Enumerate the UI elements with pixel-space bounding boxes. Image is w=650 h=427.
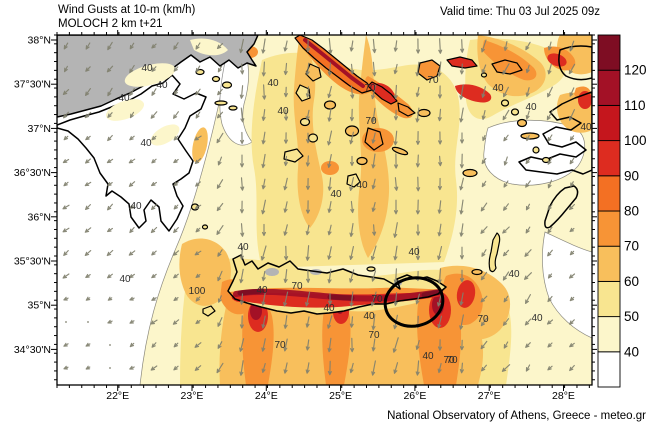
contour-label: 40 bbox=[508, 269, 520, 280]
karpathos-island bbox=[488, 232, 501, 273]
colorbar-segment bbox=[597, 140, 621, 177]
land-turkey bbox=[518, 45, 592, 175]
colorbar-tick-label: 40 bbox=[624, 344, 639, 359]
gust-field-60 bbox=[179, 35, 592, 385]
y-tick-label: 35°N bbox=[28, 300, 51, 312]
y-tick-label: 37°N bbox=[28, 123, 51, 135]
contour-label: 40 bbox=[531, 313, 543, 324]
colorbar-tick-label: 100 bbox=[624, 133, 647, 148]
colorbar-tick-label: 120 bbox=[624, 63, 647, 78]
x-tick-label: 23°E bbox=[181, 390, 204, 402]
x-tick-label: 22°E bbox=[106, 390, 129, 402]
contour-label: 70 bbox=[446, 355, 458, 366]
contour-label: 100 bbox=[189, 286, 206, 297]
contour-label: 70 bbox=[443, 355, 455, 366]
contour-label: 40 bbox=[323, 303, 335, 314]
contour-label: 40 bbox=[422, 351, 434, 362]
contour-label: 40 bbox=[408, 247, 420, 258]
colorbar-segment bbox=[597, 175, 621, 212]
contour-label: 40 bbox=[237, 242, 249, 253]
contour-label: 40 bbox=[267, 78, 279, 89]
rhodes-island bbox=[544, 185, 579, 229]
contour-label: 40 bbox=[277, 106, 289, 117]
x-tick-label: 28°E bbox=[552, 390, 575, 402]
x-tick-label: 24°E bbox=[255, 390, 278, 402]
colorbar-segment bbox=[597, 69, 621, 106]
contour-label: 70 bbox=[477, 314, 489, 325]
contour-label: 40 bbox=[156, 80, 168, 91]
x-axis-labels: 22°E 23°E 24°E 25°E 26°E 27°E 28°E bbox=[106, 390, 575, 402]
annotation-ellipse bbox=[383, 276, 445, 328]
contour-label: 40 bbox=[256, 285, 268, 296]
contour-label: 70 bbox=[371, 294, 383, 305]
x-tick-label: 27°E bbox=[478, 390, 501, 402]
axis-ticks bbox=[51, 30, 597, 391]
y-tick-label: 38°N bbox=[28, 35, 51, 47]
contour-label: 70 bbox=[274, 340, 286, 351]
colorbar-labels: 40 50 60 70 80 90 100 110 120 bbox=[624, 63, 647, 360]
contour-label: 40 bbox=[130, 201, 142, 212]
contour-label: 40 bbox=[140, 138, 152, 149]
attribution: National Observatory of Athens, Greece -… bbox=[387, 410, 646, 422]
contour-label: 40 bbox=[525, 102, 537, 113]
colorbar bbox=[597, 34, 621, 388]
contour-label: 40 bbox=[141, 63, 153, 74]
colorbar-tick-label: 80 bbox=[624, 204, 639, 219]
aegean-islands bbox=[283, 35, 551, 188]
y-tick-label: 34°30'N bbox=[14, 344, 51, 356]
map-field: 4040404040404040707070404040404040407070… bbox=[57, 35, 592, 385]
colorbar-segment bbox=[597, 104, 621, 142]
contour-label: 40 bbox=[492, 83, 504, 94]
colorbar-tick-label: 110 bbox=[624, 98, 646, 113]
land-peloponnese bbox=[57, 74, 207, 232]
colorbar-segment bbox=[597, 34, 621, 71]
contour-label: 40 bbox=[118, 93, 130, 104]
colorbar-segment bbox=[597, 351, 621, 388]
contour-labels-layer: 4040404040404040707070404040404040407070… bbox=[118, 63, 592, 366]
colorbar-tick-label: 60 bbox=[624, 274, 639, 289]
colorbar-segment bbox=[597, 210, 621, 247]
y-tick-label: 37°30'N bbox=[14, 79, 51, 91]
contour-label: 40 bbox=[119, 274, 131, 285]
valid-time: Valid time: Thu 03 Jul 2025 09z bbox=[439, 6, 600, 18]
y-axis-labels: 38°N 37°30'N 37°N 36°30'N 36°N 35°30'N 35°N 34°… bbox=[14, 35, 51, 356]
saronic-islands bbox=[195, 68, 238, 111]
contour-label: 70 bbox=[427, 75, 439, 86]
contour-label: 70 bbox=[364, 83, 376, 94]
wind-arrows-layer bbox=[62, 38, 576, 376]
colorbar-segment bbox=[597, 280, 621, 318]
colorbar-tick-label: 50 bbox=[624, 309, 639, 324]
map-subtitle: MOLOCH 2 km t+21 bbox=[58, 18, 163, 30]
contour-label: 70 bbox=[291, 281, 303, 292]
contour-label: 40 bbox=[356, 180, 368, 191]
title-block: Wind Gusts at 10-m (km/h) MOLOCH 2 km t+… bbox=[58, 3, 195, 31]
colorbar-segment bbox=[597, 245, 621, 282]
colorbar-segment bbox=[597, 316, 621, 353]
x-tick-label: 25°E bbox=[329, 390, 352, 402]
y-tick-label: 36°N bbox=[28, 211, 51, 223]
contour-label: 40 bbox=[363, 311, 375, 322]
contour-label: 70 bbox=[368, 330, 380, 341]
contour-label: 70 bbox=[365, 116, 377, 127]
contour-label: 40 bbox=[580, 122, 592, 133]
kasos-island bbox=[471, 268, 483, 276]
y-tick-label: 36°30'N bbox=[14, 167, 51, 179]
colorbar-tick-label: 90 bbox=[624, 168, 639, 183]
map-frame bbox=[56, 34, 593, 386]
x-tick-label: 26°E bbox=[403, 390, 426, 402]
y-tick-label: 35°30'N bbox=[14, 256, 51, 268]
map-title: Wind Gusts at 10-m (km/h) bbox=[58, 4, 196, 16]
contour-label: 40 bbox=[330, 189, 342, 200]
colorbar-tick-label: 70 bbox=[624, 239, 639, 254]
